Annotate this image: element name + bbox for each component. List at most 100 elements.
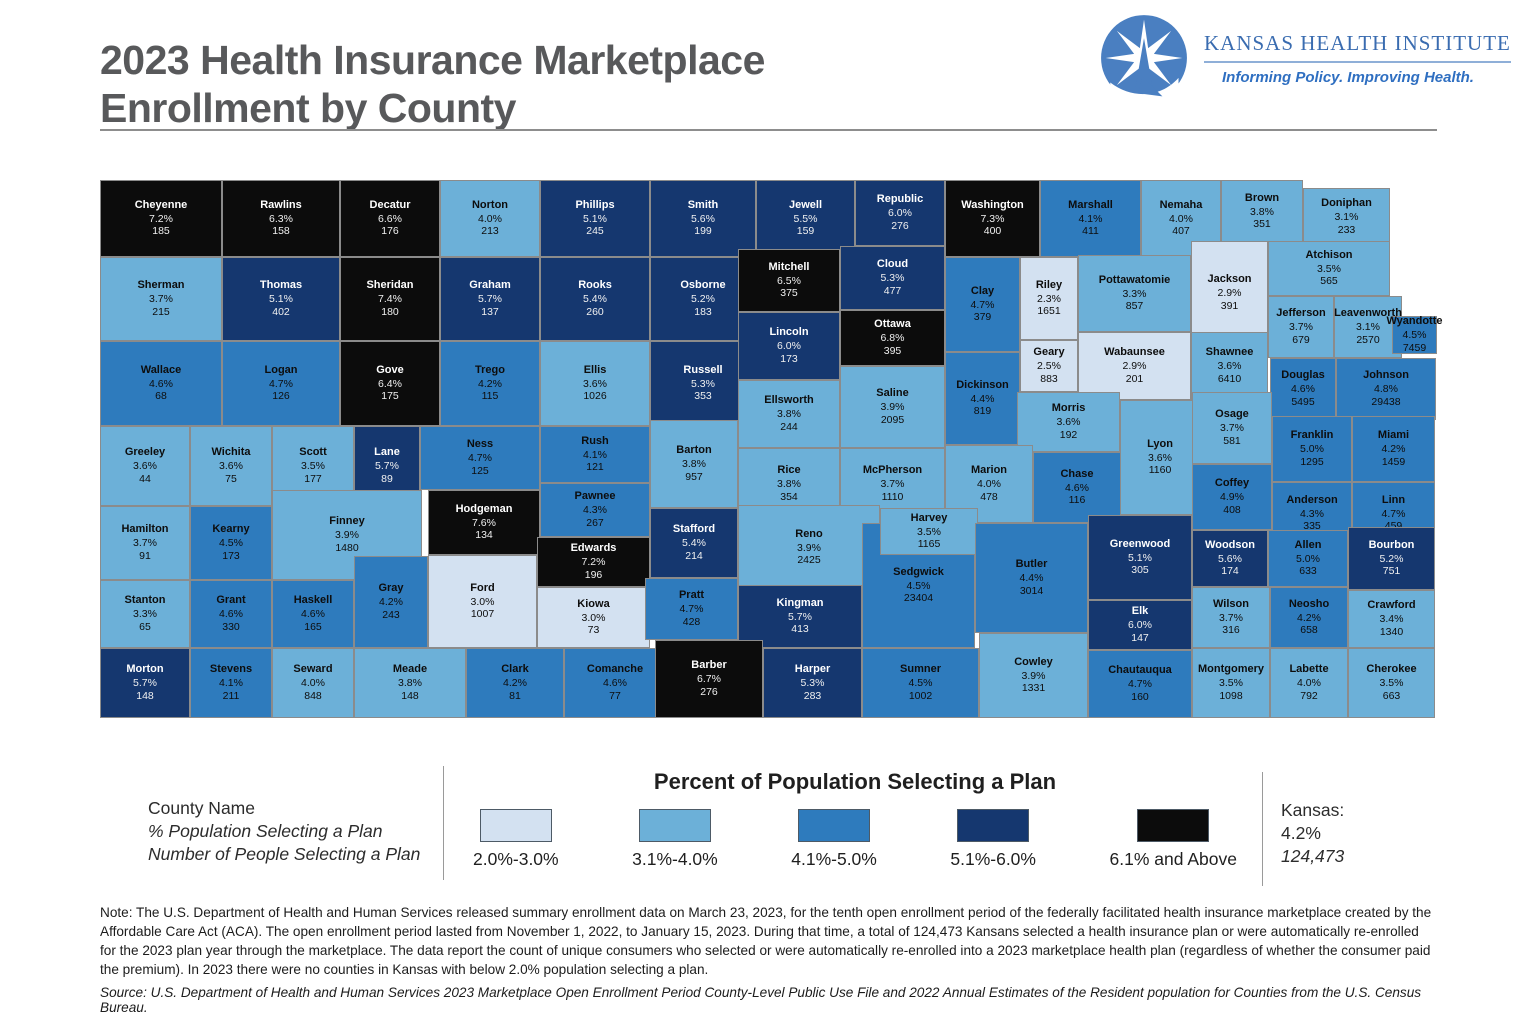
county-percent: 5.7% <box>375 460 399 473</box>
county-franklin: Franklin 5.0% 1295 <box>1272 416 1352 482</box>
county-name: Riley <box>1035 278 1063 291</box>
county-percent: 3.1% <box>1356 321 1380 334</box>
county-percent: 4.1% <box>583 448 607 461</box>
county-count: 89 <box>381 472 393 485</box>
county-kiowa: Kiowa 3.0% 73 <box>537 587 650 648</box>
county-percent: 3.8% <box>682 458 706 471</box>
county-percent: 4.2% <box>1381 443 1406 456</box>
county-count: 857 <box>1125 300 1144 313</box>
county-name: Kearny <box>212 523 250 536</box>
county-name: Smith <box>687 198 719 211</box>
county-percent: 3.7% <box>880 478 905 491</box>
county-percent: 4.0% <box>1297 677 1321 690</box>
khi-logo: KANSAS HEALTH INSTITUTE Informing Policy… <box>1098 12 1511 104</box>
county-name: Gray <box>378 582 404 595</box>
county-name: Jefferson <box>1276 307 1326 320</box>
county-johnson: Johnson 4.8% 29438 <box>1336 358 1436 420</box>
county-bourbon: Bourbon 5.2% 751 <box>1348 527 1435 590</box>
county-chautauqua: Chautauqua 4.7% 160 <box>1088 650 1192 718</box>
county-count: 408 <box>1223 503 1241 516</box>
county-reno: Reno 3.9% 2425 <box>738 505 880 590</box>
county-percent: 3.7% <box>1219 611 1243 624</box>
county-jewell: Jewell 5.5% 159 <box>756 180 855 257</box>
county-count: 244 <box>780 420 798 433</box>
county-brown: Brown 3.8% 351 <box>1221 180 1303 243</box>
county-count: 3014 <box>1019 584 1044 597</box>
county-name: Washington <box>961 198 1024 211</box>
county-count: 663 <box>1382 689 1401 702</box>
county-percent: 4.6% <box>149 377 173 390</box>
county-name: Scott <box>299 446 327 459</box>
legend-bin: 6.1% and Above <box>1110 809 1237 870</box>
county-percent: 3.6% <box>1148 451 1172 464</box>
county-percent: 4.7% <box>1381 507 1406 520</box>
county-count: 402 <box>272 305 290 318</box>
county-percent: 3.1% <box>1334 211 1359 224</box>
county-name: Ness <box>466 438 494 451</box>
khi-logo-text: KANSAS HEALTH INSTITUTE Informing Policy… <box>1204 31 1511 86</box>
county-count: 199 <box>694 225 712 238</box>
legend-bin-label: 2.0%-3.0% <box>473 849 559 869</box>
county-percent: 3.6% <box>219 460 243 473</box>
county-count: 44 <box>139 472 151 485</box>
county-name: Ellsworth <box>764 394 814 407</box>
county-count: 68 <box>155 390 167 403</box>
legend-bin-label: 3.1%-4.0% <box>632 849 718 869</box>
legend-key-line: % Population Selecting a Plan <box>148 821 383 842</box>
county-percent: 5.0% <box>1296 552 1320 565</box>
county-percent: 3.6% <box>133 460 157 473</box>
county-edwards: Edwards 7.2% 196 <box>537 537 650 587</box>
county-montgomery: Montgomery 3.5% 1098 <box>1192 648 1270 718</box>
county-count: 29438 <box>1371 395 1401 408</box>
county-percent: 5.3% <box>691 377 715 390</box>
county-percent: 2.3% <box>1037 292 1061 305</box>
county-stanton: Stanton 3.3% 65 <box>100 580 190 648</box>
county-count: 173 <box>780 352 798 365</box>
county-count: 477 <box>883 284 902 297</box>
county-name: Lane <box>374 446 400 459</box>
county-percent: 4.1% <box>1078 212 1103 225</box>
county-count: 1480 <box>335 541 359 554</box>
county-count: 115 <box>481 390 499 403</box>
county-percent: 3.6% <box>1056 416 1081 429</box>
county-name: Shawnee <box>1205 346 1254 359</box>
county-name: Crawford <box>1367 599 1416 612</box>
county-republic: Republic 6.0% 276 <box>855 180 945 246</box>
county-wyandotte: Wyandotte 4.5% 7459 <box>1386 315 1443 354</box>
county-count: 174 <box>1221 565 1239 578</box>
county-count: 2095 <box>880 413 905 426</box>
county-count: 215 <box>152 305 170 318</box>
county-count: 165 <box>304 620 322 633</box>
county-count: 1295 <box>1300 455 1324 468</box>
county-count: 148 <box>136 689 154 702</box>
header-divider <box>100 129 1437 131</box>
county-name: Butler <box>1015 558 1048 571</box>
county-percent: 3.5% <box>301 460 325 473</box>
county-name: Ottawa <box>874 318 911 331</box>
county-percent: 3.9% <box>797 541 821 554</box>
khi-sunburst-icon <box>1101 15 1187 104</box>
county-count: 175 <box>381 390 399 403</box>
county-name: Grant <box>216 594 246 607</box>
county-count: 1165 <box>917 538 941 551</box>
legend-bins: 2.0%-3.0% 3.1%-4.0% 4.1%-5.0% 5.1%-6.0% 6.1%… <box>455 809 1255 870</box>
county-count: 158 <box>272 225 290 238</box>
county-name: Republic <box>876 193 924 206</box>
county-name: Marion <box>970 464 1008 477</box>
county-name: Clark <box>501 663 529 676</box>
county-count: 1007 <box>470 608 495 621</box>
county-count: 126 <box>272 390 290 403</box>
county-percent: 5.1% <box>269 293 293 306</box>
county-kearny: Kearny 4.5% 173 <box>190 506 272 580</box>
county-name: Thomas <box>259 279 303 292</box>
county-name: Douglas <box>1281 369 1325 382</box>
legend-bin-label: 6.1% and Above <box>1109 849 1237 869</box>
county-wallace: Wallace 4.6% 68 <box>100 341 222 426</box>
county-name: Woodson <box>1205 538 1255 551</box>
county-meade: Meade 3.8% 148 <box>354 648 466 718</box>
county-comanche: Comanche 4.6% 77 <box>564 648 666 718</box>
county-name: Reno <box>795 527 823 540</box>
legend-bin: 5.1%-6.0% <box>950 809 1036 870</box>
county-percent: 4.2% <box>503 677 527 690</box>
county-name: Ellis <box>583 363 607 376</box>
